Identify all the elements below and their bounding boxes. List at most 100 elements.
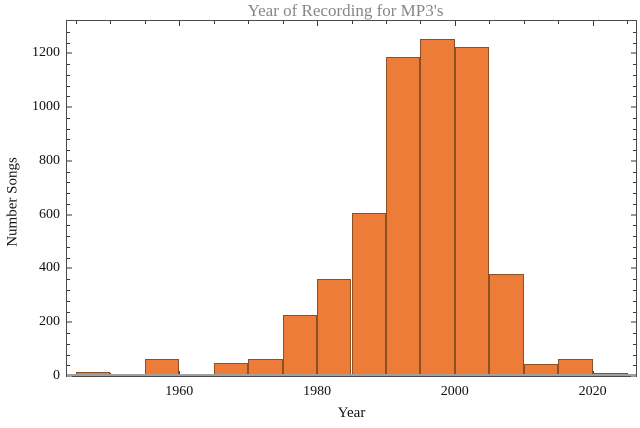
y-tick-major [67,106,72,109]
histogram-bar [351,213,386,376]
y-tick-minor [67,171,70,173]
y-tick-minor [67,182,70,184]
y-tick-minor [67,300,70,302]
x-tick-label: 1960 [165,384,194,399]
y-tick-minor [67,74,70,76]
y-tick-minor [67,354,70,356]
y-tick-major [67,267,72,270]
y-tick-minor [633,289,636,291]
x-tick-minor [213,21,215,24]
y-tick-major [631,213,636,216]
x-tick-minor [627,21,628,24]
histogram-bar [282,315,317,376]
x-tick-minor [523,21,525,24]
y-tick-minor [67,42,70,44]
x-tick-minor [489,21,491,24]
y-tick-minor [633,182,636,184]
y-tick-minor [633,64,636,65]
histogram-bar [420,38,455,376]
y-tick-major [631,52,636,55]
y-tick-minor [633,42,636,44]
y-tick-minor [67,311,70,313]
x-tick-minor [248,21,250,24]
y-tick-minor [67,257,70,259]
histogram-bar [385,57,421,376]
histogram-bar [489,273,524,376]
y-tick-minor [633,365,636,367]
y-tick-minor [633,96,636,98]
y-tick-minor [67,225,70,227]
y-tick-minor [67,193,70,195]
y-tick-label: 1000 [32,99,60,115]
y-tick-minor [633,74,636,76]
y-tick-major [67,213,72,216]
y-tick-minor [633,31,636,33]
y-tick-minor [67,289,70,291]
y-tick-minor [633,279,636,281]
y-tick-label: 800 [39,152,60,168]
x-tick-label: 1980 [303,384,332,399]
y-tick-minor [633,333,636,334]
x-tick-label: 2020 [578,384,607,399]
y-tick-minor [633,343,636,345]
y-tick-label: 0 [53,368,60,383]
x-tick-major [317,21,319,26]
y-tick-major [67,52,72,55]
x-tick-minor [110,21,112,24]
y-tick-major [631,159,636,162]
y-tick-major [67,321,72,324]
y-tick-minor [67,203,70,205]
x-tick-label: 2000 [440,384,469,399]
x-axis-label: Year [337,405,366,421]
y-tick-minor [67,279,70,281]
y-tick-minor [633,225,636,227]
y-tick-minor [67,128,70,130]
x-tick-minor [558,21,560,24]
x-tick-minor [351,21,353,24]
y-tick-major [67,159,72,162]
y-tick-minor [67,236,70,238]
y-tick-minor [67,64,70,65]
y-tick-minor [633,193,636,195]
y-tick-minor [633,171,636,173]
chart-title: Year of Recording for MP3's [247,1,444,20]
y-tick-major [631,375,636,377]
y-tick-minor [67,246,70,248]
x-tick-major [592,21,594,26]
y-tick-minor [67,365,70,367]
y-tick-minor [67,31,70,33]
y-axis-label: Number Songs [4,157,21,247]
y-tick-minor [67,139,70,141]
plot-area [66,20,637,377]
y-tick-minor [633,203,636,205]
y-tick-label: 400 [39,260,60,276]
y-tick-minor [633,236,636,238]
x-tick-minor [76,21,77,24]
y-tick-minor [67,150,70,152]
x-tick-major [454,21,456,26]
histogram-bar [454,47,490,376]
y-tick-minor [67,85,70,87]
y-tick-label: 200 [39,314,60,330]
y-tick-minor [633,128,636,130]
y-tick-minor [67,343,70,345]
y-tick-minor [633,246,636,248]
y-tick-minor [633,354,636,356]
x-tick-major [179,371,181,376]
bars-layer [67,21,636,376]
y-tick-minor [633,300,636,302]
x-tick-major [179,21,181,26]
y-tick-major [631,321,636,324]
x-tick-minor [420,21,422,24]
x-axis-baseline [67,374,636,376]
y-tick-major [67,375,72,377]
y-tick-minor [633,150,636,152]
y-tick-minor [633,139,636,141]
x-tick-minor [385,21,387,24]
y-tick-minor [67,117,70,119]
y-tick-minor [67,333,70,334]
y-tick-minor [633,311,636,313]
y-tick-major [631,267,636,270]
y-tick-label: 1200 [32,45,60,61]
